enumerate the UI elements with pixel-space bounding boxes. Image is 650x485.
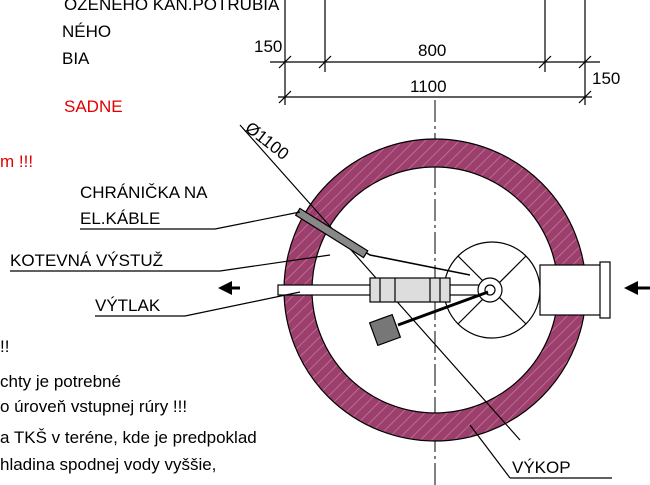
dimension: 150 xyxy=(592,69,620,88)
callout: KOTEVNÁ VÝSTUŽ xyxy=(10,251,163,270)
dimension: 800 xyxy=(418,41,446,60)
warning: SADNE xyxy=(64,97,123,116)
note: !! xyxy=(0,337,9,356)
note: BIA xyxy=(62,49,90,68)
note: NÉHO xyxy=(62,22,111,41)
dimension: Ø1100 xyxy=(242,118,293,164)
callout: VÝKOP xyxy=(512,458,571,477)
callout: CHRÁNIČKA NA xyxy=(80,183,208,202)
note: chty je potrebné xyxy=(0,372,121,391)
callout: EL.KÁBLE xyxy=(80,209,160,228)
dimension: 1100 xyxy=(410,77,447,96)
note: o úroveň vstupnej rúry !!! xyxy=(0,397,187,416)
warning: m !!! xyxy=(0,152,33,171)
note: a TKŠ v teréne, kde je predpoklad xyxy=(0,428,257,447)
drawing: OŽENÉHO KAN.POTRUBIA NÉHO BIA SADNE m !!… xyxy=(0,0,650,485)
callout: VÝTLAK xyxy=(95,296,161,315)
dimension: 150 xyxy=(254,37,282,56)
note: hladina spodnej vody vyššie, xyxy=(0,455,216,474)
note: OŽENÉHO KAN.POTRUBIA xyxy=(64,0,280,14)
